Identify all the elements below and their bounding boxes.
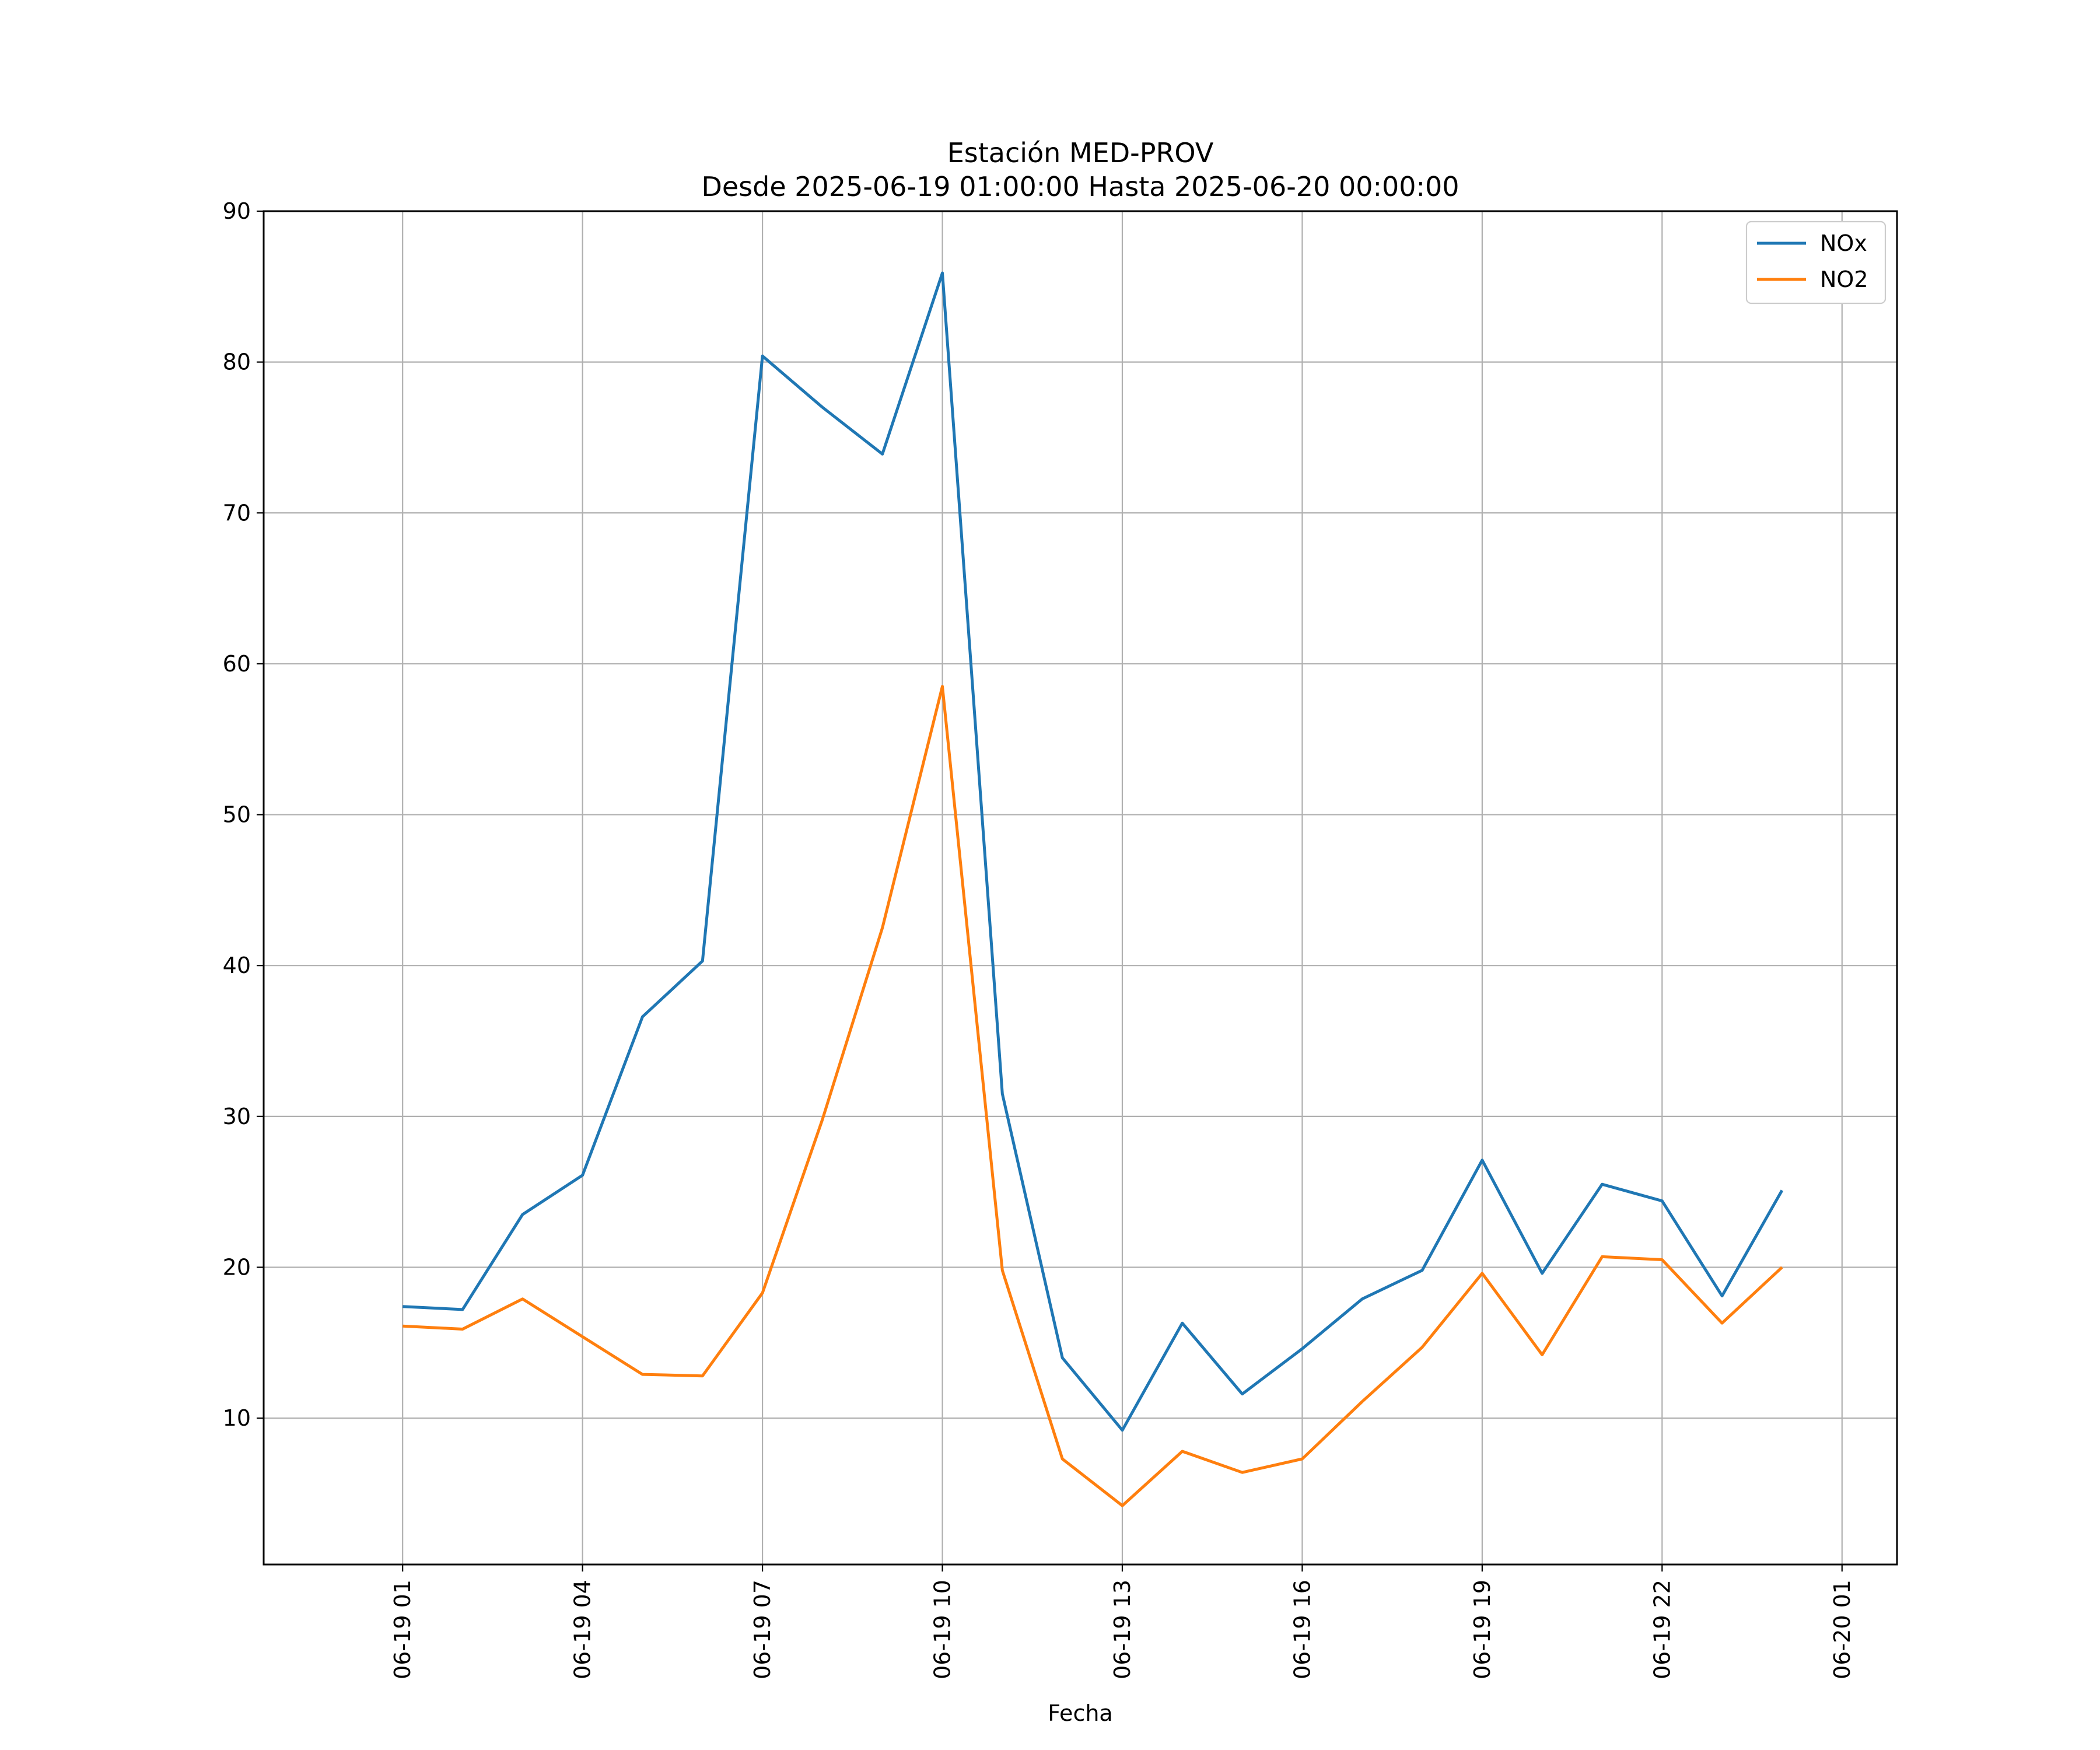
series-layer [402, 271, 1784, 1507]
plot-frame [262, 210, 1898, 1566]
chart-title: Estación MED-PROV [947, 137, 1214, 169]
series-line-no2 [402, 685, 1783, 1507]
chart-subtitle: Desde 2025-06-19 01:00:00 Hasta 2025-06-… [701, 171, 1459, 202]
x-tick-label: 06-19 16 [1289, 1580, 1315, 1679]
x-tick-label: 06-19 19 [1469, 1580, 1495, 1679]
legend: NOx NO2 [1745, 220, 1887, 304]
x-tick-label: 06-19 22 [1649, 1580, 1675, 1679]
x-tick-label: 06-20 01 [1829, 1580, 1855, 1679]
x-axis-label: Fecha [1048, 1700, 1112, 1726]
y-tick-label: 50 [223, 802, 251, 828]
y-tick-label: 60 [223, 651, 251, 677]
y-axis: 10 20 30 40 50 60 70 80 90 [223, 198, 264, 1431]
y-tick-label: 90 [223, 198, 251, 224]
y-tick-label: 80 [223, 349, 251, 375]
grid [264, 210, 1897, 1564]
y-tick-label: 10 [223, 1405, 251, 1431]
x-tick-label: 06-19 10 [930, 1580, 956, 1679]
series-line-nox [402, 271, 1784, 1432]
x-tick-label: 06-19 01 [390, 1580, 415, 1679]
y-tick-label: 70 [223, 500, 251, 526]
legend-label: NO2 [1820, 267, 1868, 292]
x-tick-label: 06-19 07 [750, 1580, 775, 1679]
y-tick-label: 40 [223, 953, 251, 978]
x-tick-label: 06-19 13 [1110, 1580, 1135, 1679]
legend-label: NOx [1820, 230, 1867, 256]
y-tick-label: 20 [223, 1254, 251, 1280]
x-axis: 06-19 01 06-19 04 06-19 07 06-19 10 06-19 13… [390, 1564, 1855, 1679]
y-tick-label: 30 [223, 1104, 251, 1129]
x-tick-label: 06-19 04 [570, 1580, 596, 1679]
